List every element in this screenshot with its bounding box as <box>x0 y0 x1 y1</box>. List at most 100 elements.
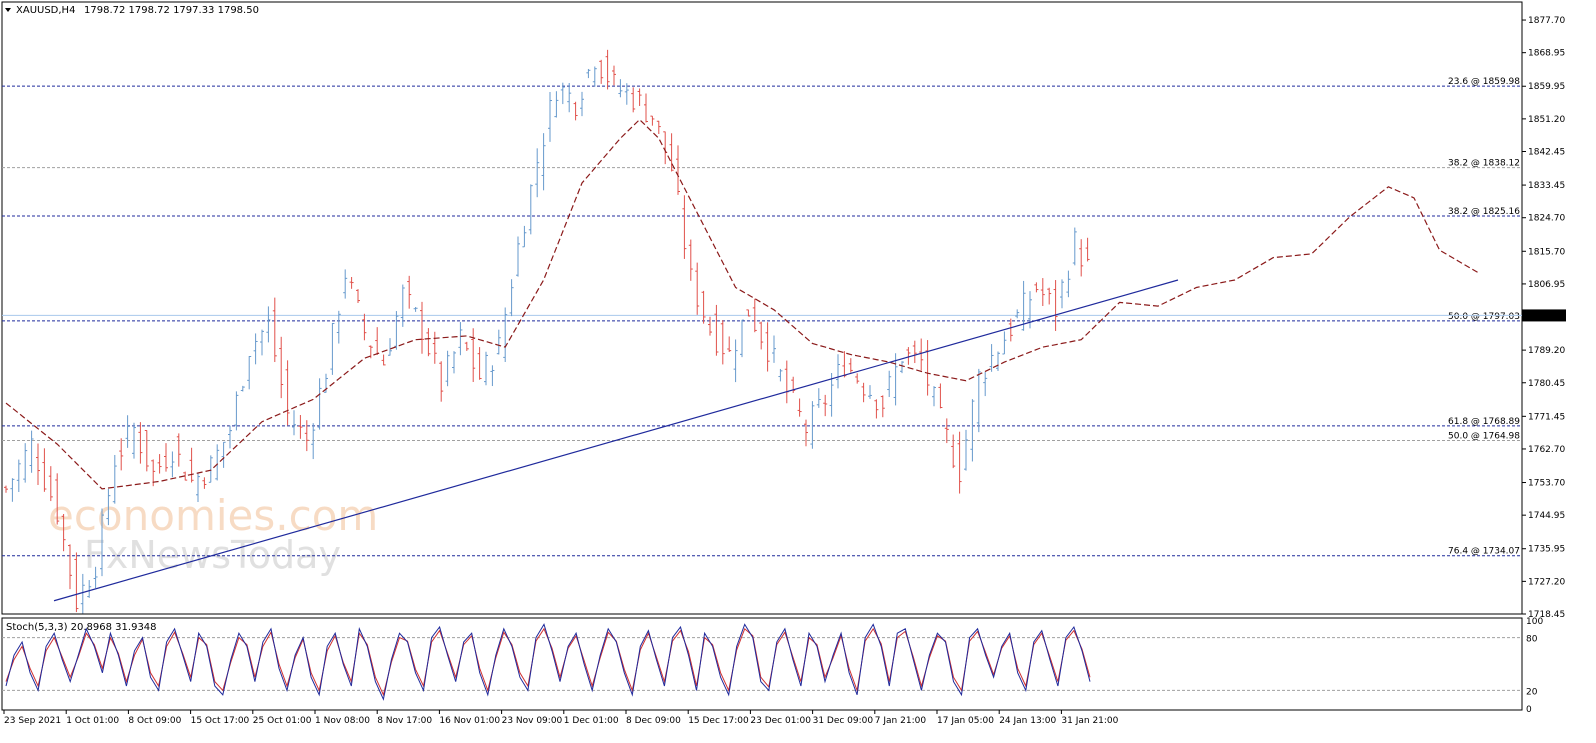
candle <box>797 398 802 417</box>
candle <box>1060 279 1064 309</box>
x-tick-label: 17 Jan 05:00 <box>937 716 994 726</box>
candle <box>676 145 680 195</box>
fib-label: 50.0 @ 1764.98 <box>1448 431 1520 441</box>
candle <box>637 88 642 106</box>
candle <box>848 358 853 373</box>
candle <box>87 580 92 598</box>
candle <box>701 290 706 324</box>
candle <box>138 422 143 464</box>
candle <box>144 429 149 472</box>
candle <box>733 339 738 383</box>
candle <box>829 373 834 417</box>
candle <box>746 309 751 317</box>
symbol-label: XAUUSD,H4 <box>16 5 75 16</box>
stoch-main-line <box>5 623 1091 701</box>
candle <box>669 133 674 172</box>
candle <box>10 478 15 502</box>
candle <box>170 451 175 478</box>
candle <box>688 239 693 281</box>
x-tick-label: 15 Dec 17:00 <box>688 716 749 726</box>
candle <box>1053 280 1058 331</box>
trendline[interactable] <box>53 279 1179 602</box>
candle <box>938 383 943 409</box>
candle <box>48 466 53 502</box>
price-panel[interactable] <box>1 1 1523 615</box>
candle <box>368 345 373 359</box>
candle <box>362 313 367 341</box>
candle <box>157 454 162 474</box>
stoch-level-label: 20 <box>1526 687 1538 697</box>
fib-label: 23.6 @ 1859.98 <box>1448 77 1520 87</box>
candle <box>100 508 104 577</box>
x-tick-label: 23 Sep 2021 <box>4 716 61 726</box>
collapse-arrow-icon[interactable] <box>5 8 11 12</box>
candle <box>119 438 124 471</box>
x-tick-label: 7 Jan 21:00 <box>875 716 927 726</box>
candles <box>4 49 1090 614</box>
y-tick-label: 1806.95 <box>1528 280 1565 290</box>
candle <box>42 448 47 492</box>
y-tick-label: 1815.70 <box>1528 247 1565 257</box>
candle <box>586 68 591 79</box>
candle <box>208 455 213 483</box>
candle <box>1040 278 1045 307</box>
candle <box>304 420 309 452</box>
candle <box>541 133 546 191</box>
y-tick-label: 1780.45 <box>1528 379 1565 389</box>
candle <box>16 459 21 492</box>
candle <box>458 322 463 356</box>
y-tick-label: 1842.45 <box>1528 148 1565 158</box>
candle <box>1021 280 1026 331</box>
candle <box>983 371 988 397</box>
candle <box>61 514 66 552</box>
x-tick-label: 25 Oct 01:00 <box>253 716 312 726</box>
candle <box>432 331 437 364</box>
x-tick-label: 15 Oct 17:00 <box>191 716 250 726</box>
candle <box>202 477 207 489</box>
ohlc-readout: 1798.72 1798.72 1797.33 1798.50 <box>84 5 259 16</box>
candle <box>445 350 450 387</box>
candle <box>420 301 424 354</box>
x-tick-label: 31 Jan 21:00 <box>1061 716 1118 726</box>
candle <box>183 471 188 481</box>
candle <box>714 304 719 356</box>
candle <box>1034 282 1039 293</box>
candle <box>554 91 559 118</box>
candle <box>880 395 885 418</box>
x-tick-label: 16 Nov 01:00 <box>439 716 500 726</box>
candle <box>439 361 444 402</box>
candle <box>55 473 60 525</box>
fib-label: 38.2 @ 1838.12 <box>1448 159 1520 169</box>
candle <box>624 83 629 105</box>
candle <box>580 91 584 117</box>
candle <box>1085 237 1090 262</box>
candle <box>1047 287 1052 305</box>
y-tick-label: 1771.45 <box>1528 412 1565 422</box>
candle <box>426 328 431 357</box>
y-tick-label: 1753.70 <box>1528 479 1565 489</box>
x-tick-label: 1 Oct 01:00 <box>66 716 119 726</box>
candle <box>285 360 290 426</box>
candle <box>260 329 264 356</box>
candle <box>976 368 981 433</box>
y-tick-label: 1718.45 <box>1528 610 1565 620</box>
candle <box>548 92 552 142</box>
candle <box>874 399 879 419</box>
candle <box>573 101 578 121</box>
fib-levels: 23.6 @ 1859.98 38.2 @ 1838.12 38.2 @ 1825.… <box>2 77 1522 557</box>
candle <box>196 472 200 503</box>
fib-label: 61.8 @ 1768.89 <box>1448 417 1520 427</box>
candle <box>919 338 924 371</box>
candle <box>266 306 271 343</box>
candle <box>592 66 597 87</box>
candle <box>682 195 687 259</box>
current-price-tag <box>1522 309 1566 322</box>
candle <box>311 423 316 460</box>
candle <box>176 433 181 467</box>
candle <box>720 320 725 365</box>
candle <box>93 566 98 589</box>
candle <box>695 262 700 315</box>
candle <box>189 447 194 483</box>
stochastic-panel[interactable] <box>1 617 1523 711</box>
